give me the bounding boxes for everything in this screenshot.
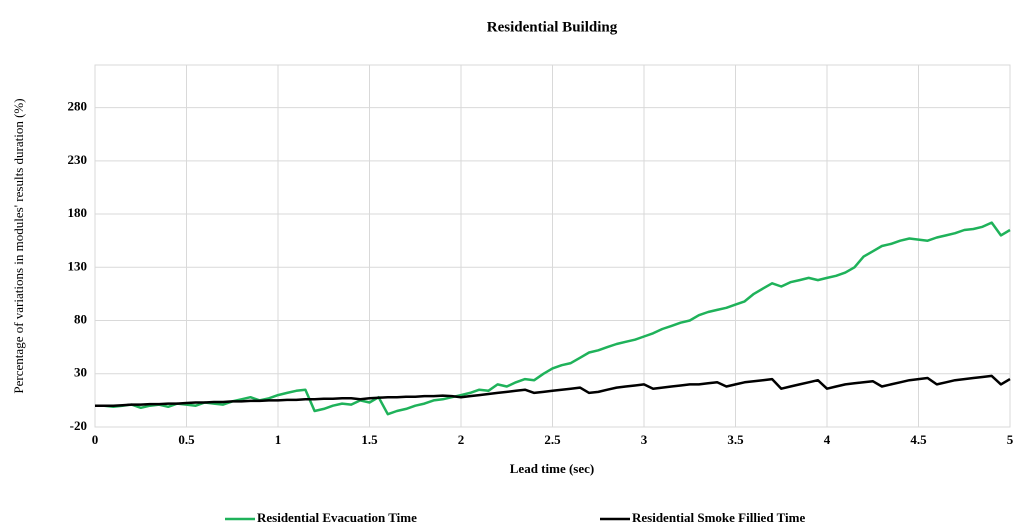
series-line [95,374,1011,407]
y-tick-label: 280 [68,99,88,114]
y-axis-label: Percentage of variations in modules' res… [11,98,26,393]
chart-title: Residential Building [487,19,618,35]
x-tick-label: 5 [1007,432,1014,447]
x-tick-label: 2.5 [544,432,561,447]
legend-label: Residential Smoke Fillied Time [632,510,805,525]
y-tick-label: 180 [68,205,88,220]
x-tick-label: 3 [641,432,648,447]
x-tick-label: 2 [458,432,465,447]
series-line [95,221,1011,416]
x-tick-label: 1.5 [361,432,378,447]
y-tick-label: -20 [70,418,87,433]
x-tick-label: 0 [92,432,99,447]
x-tick-label: 4 [824,432,831,447]
x-tick-label: 3.5 [727,432,744,447]
y-tick-label: 130 [68,258,88,273]
x-tick-label: 4.5 [910,432,927,447]
y-tick-label: 80 [74,312,87,327]
x-tick-label: 1 [275,432,282,447]
y-tick-label: 30 [74,365,87,380]
x-axis-label: Lead time (sec) [510,461,594,476]
y-tick-label: 230 [68,152,88,167]
legend-label: Residential Evacuation Time [257,510,417,525]
x-tick-label: 0.5 [178,432,195,447]
